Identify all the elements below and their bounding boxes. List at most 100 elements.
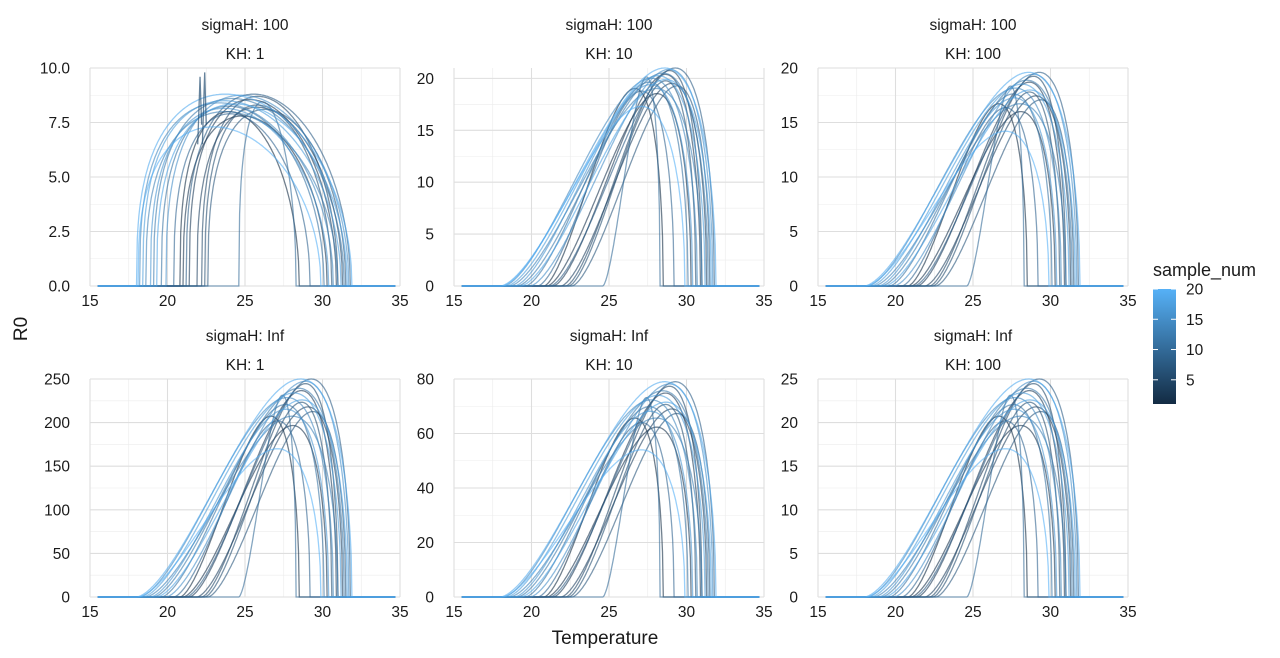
facet-strip-label: sigmaH: 100: [565, 17, 652, 34]
series-line: [825, 383, 1124, 598]
series-line: [825, 83, 1124, 287]
y-tick-label: 250: [44, 372, 70, 389]
x-tick-label: 35: [391, 293, 408, 310]
x-tick-label: 25: [600, 293, 617, 310]
series-line: [97, 93, 396, 287]
x-tick-label: 15: [445, 293, 462, 310]
series-line: [825, 387, 1124, 598]
y-tick-label: 20: [417, 71, 435, 88]
series-line: [461, 399, 760, 598]
legend-tick-label: 20: [1186, 282, 1204, 299]
y-tick-label: 10: [781, 170, 799, 187]
x-tick-label: 25: [600, 604, 617, 621]
facet-strip-label: KH: 100: [945, 357, 1001, 374]
y-tick-label: 0: [425, 590, 434, 607]
facet-strip-label: sigmaH: 100: [929, 17, 1016, 34]
x-tick-label: 30: [678, 604, 696, 621]
facet-panel: sigmaH: Inf KH: 1 15 20 25 30 35 0 50 100 150 200 25…: [44, 328, 409, 621]
series-line: [825, 380, 1124, 598]
series-line: [97, 448, 396, 598]
series-line: [825, 97, 1124, 287]
y-tick-label: 20: [781, 415, 799, 432]
series-line: [825, 389, 1124, 598]
x-tick-label: 15: [809, 293, 826, 310]
facet-strip-label: sigmaH: Inf: [934, 328, 1013, 345]
series-line: [97, 126, 396, 287]
series-line: [461, 105, 760, 287]
series-line: [825, 87, 1124, 287]
x-tick-label: 15: [445, 604, 462, 621]
y-tick-label: 150: [44, 459, 70, 476]
x-tick-label: 35: [391, 604, 408, 621]
series-line: [97, 103, 396, 287]
x-tick-label: 15: [81, 293, 98, 310]
y-tick-label: 50: [53, 546, 71, 563]
x-tick-label: 30: [1042, 604, 1060, 621]
x-tick-label: 15: [809, 604, 826, 621]
facet-strip-label: sigmaH: Inf: [570, 328, 649, 345]
y-tick-label: 10: [417, 175, 435, 192]
x-tick-label: 20: [523, 604, 541, 621]
series-line: [825, 378, 1124, 598]
legend-tick-label: 5: [1186, 372, 1195, 389]
series-spike: [197, 76, 203, 145]
x-tick-label: 20: [887, 604, 905, 621]
series-line: [825, 85, 1124, 287]
y-tick-label: 10.0: [40, 61, 71, 78]
y-tick-label: 5: [789, 224, 798, 241]
y-tick-label: 2.5: [48, 224, 70, 241]
x-tick-label: 30: [678, 293, 696, 310]
series-line: [97, 399, 396, 598]
series-line: [825, 75, 1124, 287]
series-spike: [201, 72, 207, 145]
series-line: [461, 87, 760, 287]
series-line: [825, 394, 1124, 598]
y-tick-label: 15: [417, 123, 434, 140]
x-tick-label: 30: [314, 293, 332, 310]
series-line: [825, 130, 1124, 287]
y-tick-label: 5.0: [48, 170, 70, 187]
x-tick-label: 35: [1119, 604, 1136, 621]
y-tick-label: 0: [425, 279, 434, 296]
x-tick-label: 25: [236, 604, 253, 621]
series-line: [825, 392, 1124, 598]
facet-strip-label: KH: 100: [945, 46, 1001, 63]
series-line: [461, 449, 760, 598]
facet-strip-label: KH: 10: [585, 46, 633, 63]
facet-panel: sigmaH: 100 KH: 1 15 20 25 30 35 0.0 2.5 5.0 7.5 10…: [40, 17, 409, 310]
series-line: [825, 399, 1124, 598]
facet-strip-label: KH: 10: [585, 357, 633, 374]
x-tick-label: 15: [81, 604, 98, 621]
x-tick-label: 30: [314, 604, 332, 621]
y-tick-label: 15: [781, 115, 798, 132]
series-line: [825, 71, 1124, 287]
x-tick-label: 35: [755, 293, 772, 310]
facet-panel: sigmaH: Inf KH: 10 15 20 25 30 35 0 20 40 60 80: [417, 328, 773, 621]
series-line: [461, 381, 760, 598]
series-line: [97, 378, 396, 598]
x-tick-label: 25: [964, 604, 981, 621]
x-tick-label: 35: [1119, 293, 1136, 310]
x-tick-label: 25: [236, 293, 253, 310]
facet-strip-label: sigmaH: Inf: [206, 328, 285, 345]
series-line: [461, 396, 760, 598]
x-tick-label: 30: [1042, 293, 1060, 310]
legend-tick-label: 10: [1186, 342, 1204, 359]
x-tick-label: 20: [159, 293, 177, 310]
legend-ticks: 5 10 15 20: [1153, 282, 1204, 389]
series-line: [825, 79, 1124, 287]
facet-panel: sigmaH: 100 KH: 10 15 20 25 30 35 0 5 10 15 20: [417, 17, 773, 310]
x-tick-label: 20: [523, 293, 541, 310]
y-tick-label: 25: [781, 372, 798, 389]
series-line: [825, 89, 1124, 287]
series-line: [461, 78, 760, 287]
series-line: [825, 81, 1124, 287]
y-tick-label: 5: [425, 227, 434, 244]
y-tick-label: 0: [789, 279, 798, 296]
y-tick-label: 7.5: [48, 115, 70, 132]
legend-tick-label: 15: [1186, 312, 1203, 329]
y-tick-label: 20: [417, 535, 435, 552]
series-line: [825, 396, 1124, 598]
y-tick-label: 20: [781, 61, 799, 78]
